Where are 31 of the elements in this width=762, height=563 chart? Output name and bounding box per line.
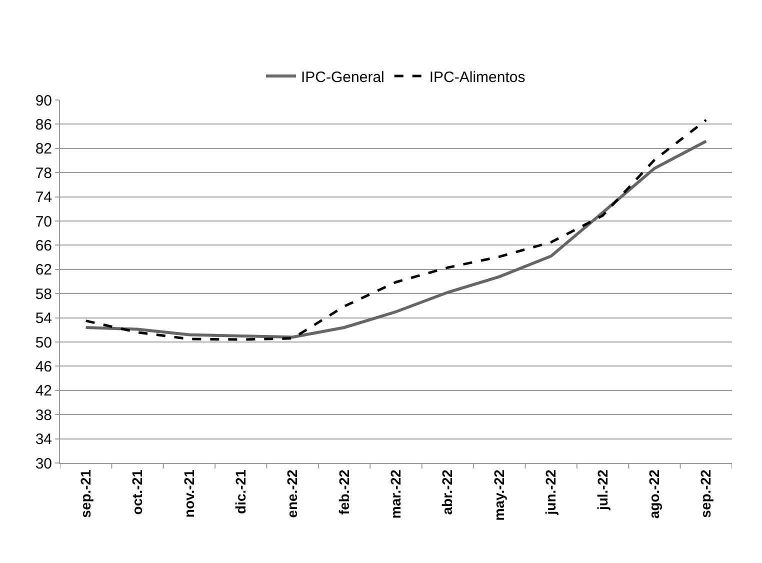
y-tick-label: 82 (35, 140, 52, 158)
y-tick-label: 46 (35, 358, 52, 376)
y-tick-label: 50 (35, 334, 52, 352)
x-tick-label: mar.-22 (388, 469, 404, 519)
legend-label: IPC-General (301, 68, 384, 86)
x-tick-label: ago.-22 (646, 469, 662, 519)
y-tick-label: 70 (35, 213, 52, 230)
x-tick-label: abr.-22 (439, 469, 456, 515)
x-tick-label: dic.-21 (232, 469, 248, 514)
legend-label: IPC-Alimentos (429, 68, 526, 86)
x-tick-label: oct.-21 (129, 469, 146, 515)
y-tick-label: 62 (35, 262, 52, 279)
x-tick-label: nov.-21 (180, 469, 197, 518)
x-tick-label: feb.-22 (336, 469, 352, 515)
x-tick-label: ene.-22 (284, 469, 300, 518)
y-tick-label: 86 (35, 116, 52, 134)
y-tick-label: 42 (35, 382, 52, 400)
x-tick-label: sep.-21 (77, 469, 94, 518)
y-tick-label: 38 (35, 406, 52, 424)
x-tick-label: may.-22 (490, 469, 507, 521)
x-tick-label: jun.-22 (542, 469, 559, 516)
y-tick-label: 30 (35, 455, 52, 472)
x-tick-label: jul.-22 (594, 469, 610, 512)
x-tick-label: sep.-22 (698, 469, 714, 518)
y-tick-label: 74 (35, 189, 52, 206)
y-tick-label: 78 (35, 164, 52, 182)
y-tick-label: 54 (35, 310, 52, 328)
y-tick-label: 34 (35, 431, 52, 448)
y-tick-label: 66 (35, 237, 52, 254)
y-tick-label: 90 (35, 92, 52, 110)
y-tick-label: 58 (35, 286, 52, 303)
